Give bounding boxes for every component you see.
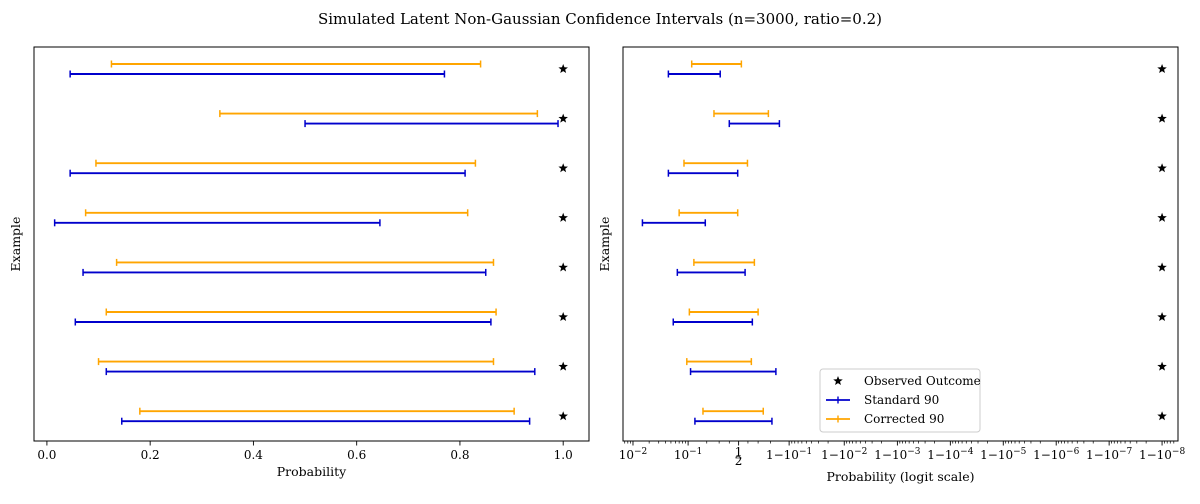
observed-star bbox=[558, 64, 568, 74]
observed-star bbox=[558, 361, 568, 371]
panel-left: 0.0 0.2 0.4 0.6 0.8 1.0 Probability Example bbox=[8, 46, 590, 479]
panel-right: 10−2 10−1 1 2 1−10−1 1−10−2 1−10−3 1−10−4 1−10−5… bbox=[597, 46, 1186, 484]
x-tick-label: 10−2 bbox=[619, 447, 648, 462]
observed-star bbox=[1157, 262, 1167, 272]
observed-star bbox=[558, 113, 568, 123]
observed-star bbox=[558, 312, 568, 322]
observed-star bbox=[558, 163, 568, 173]
x-tick-label: 1−10−2 bbox=[821, 447, 867, 462]
panels: 0.0 0.2 0.4 0.6 0.8 1.0ProbabilityExample10−2… bbox=[8, 46, 1186, 484]
legend-label: Observed Outcome bbox=[864, 374, 981, 388]
x-tick-label: 0.8 bbox=[450, 448, 469, 462]
plot-frame bbox=[622, 46, 1179, 442]
x-tick-label: 0.0 bbox=[37, 448, 56, 462]
x-tick-label: 1−10−4 bbox=[927, 447, 974, 462]
observed-star bbox=[1157, 312, 1167, 322]
legend-label: Standard 90 bbox=[864, 393, 939, 407]
x-tick-label: 0.2 bbox=[141, 448, 160, 462]
x-tick-label: 0.4 bbox=[244, 448, 263, 462]
observed-star bbox=[558, 411, 568, 421]
figure-title: Simulated Latent Non-Gaussian Confidence… bbox=[318, 10, 882, 28]
y-axis-label: Example bbox=[597, 217, 612, 272]
plot-frame bbox=[33, 46, 590, 442]
legend: Observed Outcome Standard 90 Corrected 90 bbox=[819, 368, 981, 433]
observed-star bbox=[1157, 64, 1167, 74]
x-tick-label: 1−10−5 bbox=[980, 447, 1027, 462]
observed-star bbox=[558, 262, 568, 272]
observed-star bbox=[558, 212, 568, 222]
observed-star bbox=[1157, 212, 1167, 222]
observed-star bbox=[1157, 411, 1167, 421]
observed-star bbox=[1157, 163, 1167, 173]
x-tick-label: 1−10−8 bbox=[1139, 447, 1186, 462]
x-axis-label: Probability bbox=[277, 464, 347, 479]
observed-star bbox=[1157, 113, 1167, 123]
legend-box bbox=[819, 368, 981, 433]
x-tick-label: 10−1 bbox=[674, 447, 703, 462]
x-tick-label: 1−10−7 bbox=[1086, 447, 1133, 462]
x-tick-label: 1−10−1 bbox=[766, 447, 812, 462]
x-tick-label: 0.6 bbox=[347, 448, 366, 462]
observed-star bbox=[1157, 361, 1167, 371]
x-axis-label: Probability (logit scale) bbox=[827, 469, 975, 484]
legend-star-icon bbox=[833, 376, 843, 386]
x-tick-label: 1.0 bbox=[554, 448, 573, 462]
x-tick-label: 1−10−3 bbox=[874, 447, 921, 462]
y-axis-label: Example bbox=[8, 217, 23, 272]
x-tick-label: 1−10−6 bbox=[1033, 447, 1080, 462]
legend-label: Corrected 90 bbox=[864, 412, 944, 426]
